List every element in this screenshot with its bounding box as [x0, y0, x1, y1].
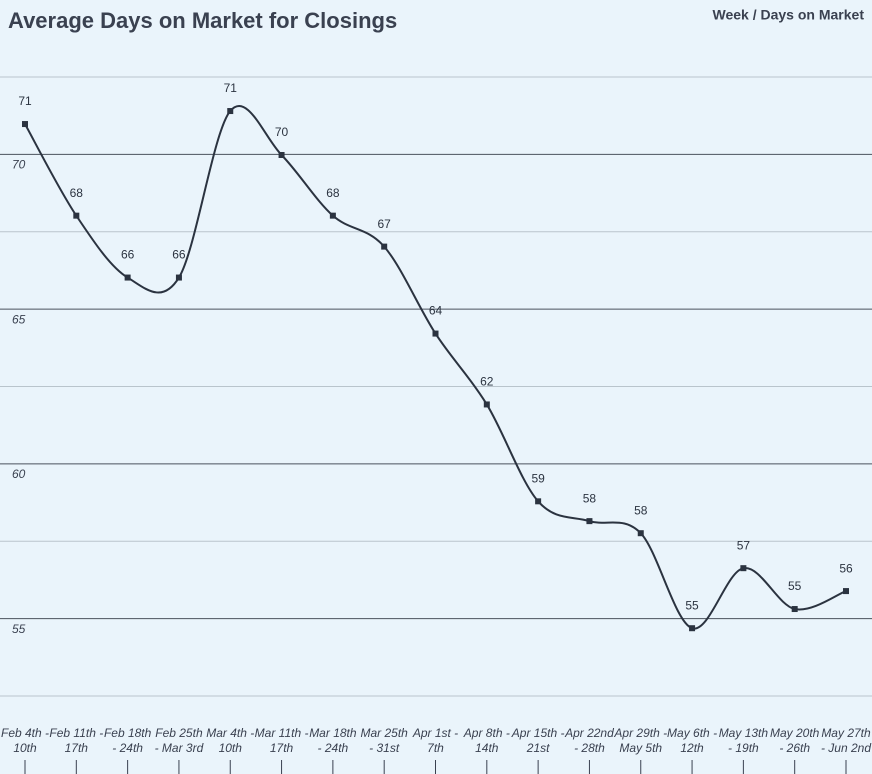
x-tick-label: Mar 18th - 24th — [309, 726, 357, 755]
y-tick-label: 60 — [12, 467, 26, 481]
marker — [22, 121, 28, 128]
x-tick-label: Apr 8th - 14th — [463, 726, 510, 755]
data-label: 58 — [583, 491, 597, 505]
x-tick-label: Mar 25th - 31st — [360, 726, 408, 755]
data-label: 66 — [121, 248, 135, 262]
data-label: 56 — [839, 561, 853, 575]
data-label: 59 — [531, 471, 545, 485]
data-label: 62 — [480, 375, 494, 389]
marker — [740, 565, 747, 572]
data-label: 64 — [429, 304, 443, 318]
marker — [483, 401, 490, 408]
marker — [432, 330, 439, 337]
x-tick-label: Mar 11th - 17th — [254, 726, 309, 755]
x-tick-label: May 27th - Jun 2nd — [820, 726, 872, 755]
data-label: 55 — [685, 598, 699, 612]
marker — [381, 243, 388, 250]
x-tick-label: Apr 29th - May 5th — [614, 726, 668, 755]
legend-label: Week / Days on Market — [713, 7, 865, 23]
data-label: 57 — [737, 538, 751, 552]
x-tick-label: Mar 4th - 10th — [206, 726, 255, 755]
data-label: 70 — [275, 125, 289, 139]
marker — [535, 498, 542, 505]
y-tick-label: 55 — [12, 622, 26, 636]
data-label: 58 — [634, 503, 648, 517]
x-tick-label: Apr 1st - 7th — [412, 726, 459, 755]
marker — [175, 274, 182, 281]
marker — [791, 606, 798, 613]
y-tick-label: 65 — [12, 312, 26, 326]
x-tick-label: May 20th - 26th — [770, 726, 820, 755]
chart-title: Average Days on Market for Closings — [8, 8, 397, 33]
marker — [329, 212, 336, 219]
x-tick-label: Apr 15th - 21st — [511, 726, 565, 755]
marker — [586, 518, 593, 525]
data-label: 67 — [378, 217, 392, 231]
marker — [227, 108, 234, 115]
x-tick-label: May 13th - 19th — [718, 726, 769, 755]
data-label: 71 — [224, 81, 238, 95]
data-label: 71 — [18, 94, 32, 108]
x-tick-label: Feb 4th - 10th — [0, 726, 50, 755]
marker — [843, 588, 849, 595]
marker — [637, 530, 644, 537]
data-label: 55 — [788, 579, 802, 593]
x-tick-label: Feb 25th - Mar 3rd — [154, 726, 204, 755]
data-label: 68 — [326, 186, 340, 200]
line — [24, 105, 847, 630]
marker — [124, 274, 131, 281]
data-label: 66 — [172, 248, 186, 262]
x-tick-label: May 6th - 12th — [667, 726, 718, 755]
x-tick-label: Feb 11th - 17th — [49, 726, 104, 755]
x-tick-label: Apr 22nd - 28th — [565, 726, 614, 755]
data-label: 68 — [70, 186, 84, 200]
marker — [278, 151, 285, 158]
y-tick-label: 70 — [12, 158, 26, 172]
x-tick-label: Feb 18th - 24th — [103, 726, 152, 755]
marker — [689, 625, 696, 632]
marker — [73, 212, 80, 219]
